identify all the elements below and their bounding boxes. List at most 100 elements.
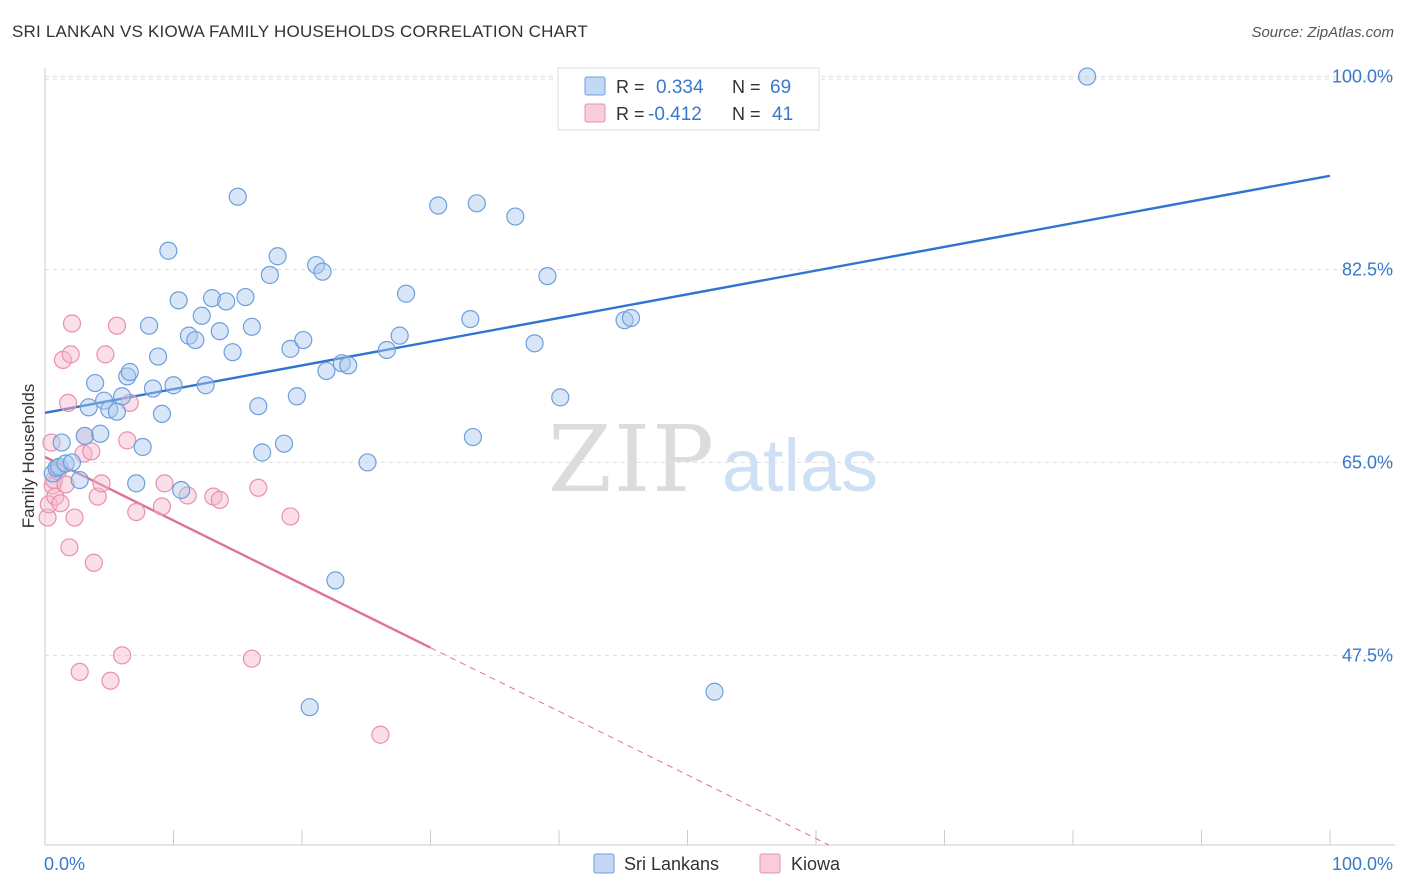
point-sri-lankans <box>294 330 313 350</box>
trendline-kiowa <box>44 455 432 649</box>
point-kiowa <box>281 507 300 526</box>
point-sri-lankans <box>95 391 114 410</box>
point-sri-lankans <box>79 398 98 417</box>
point-kiowa <box>56 475 75 494</box>
legend-n-value-sri-lankans: 69 <box>770 77 791 98</box>
point-sri-lankans <box>551 388 570 407</box>
watermark-atlas: atlas <box>722 424 878 507</box>
point-sri-lankans <box>377 340 396 360</box>
point-sri-lankans <box>70 470 89 490</box>
point-sri-lankans <box>107 402 127 421</box>
point-kiowa <box>51 494 70 513</box>
point-sri-lankans <box>242 317 261 336</box>
point-sri-lankans <box>169 291 188 310</box>
point-kiowa <box>61 345 80 364</box>
point-sri-lankans <box>223 343 242 362</box>
point-sri-lankans <box>705 682 724 701</box>
point-kiowa <box>42 433 61 452</box>
series-legend-label-sri-lankans: Sri Lankans <box>624 854 719 874</box>
point-sri-lankans <box>56 454 75 473</box>
point-sri-lankans <box>202 289 222 308</box>
x-tick-label-max: 100.0% <box>1332 854 1393 874</box>
point-kiowa <box>118 431 137 450</box>
point-kiowa <box>65 508 84 527</box>
point-sri-lankans <box>52 433 71 452</box>
point-sri-lankans <box>313 262 332 281</box>
point-sri-lankans <box>260 265 279 285</box>
chart-title: SRI LANKAN VS KIOWA FAMILY HOUSEHOLDS CO… <box>12 22 588 41</box>
point-sri-lankans <box>120 362 139 382</box>
point-kiowa <box>84 553 103 572</box>
point-sri-lankans <box>186 330 205 350</box>
point-sri-lankans <box>236 287 255 307</box>
legend-n-label-kiowa: N = <box>732 104 761 124</box>
point-sri-lankans <box>192 306 211 325</box>
point-sri-lankans <box>287 387 306 406</box>
point-sri-lankans <box>268 247 287 266</box>
point-kiowa <box>249 478 268 497</box>
point-sri-lankans <box>1078 67 1097 86</box>
point-kiowa <box>59 393 78 412</box>
legend-r-value-sri-lankans: 0.334 <box>656 77 704 98</box>
point-sri-lankans <box>210 322 229 341</box>
point-kiowa <box>62 314 82 333</box>
legend-swatch-kiowa <box>584 103 606 123</box>
point-sri-lankans <box>91 424 110 443</box>
point-sri-lankans <box>621 308 641 328</box>
series-legend: Sri Lankans Kiowa <box>593 853 841 874</box>
point-sri-lankans <box>86 373 105 393</box>
point-sri-lankans <box>525 334 544 353</box>
point-sri-lankans <box>228 187 247 206</box>
point-sri-lankans <box>172 480 191 500</box>
point-kiowa <box>155 474 174 493</box>
x-tick-label-min: 0.0% <box>44 854 85 874</box>
point-kiowa <box>210 490 229 510</box>
zipatlas-watermark: ZIP atlas <box>548 406 878 513</box>
point-sri-lankans <box>467 194 486 213</box>
point-sri-lankans <box>463 427 483 447</box>
point-sri-lankans <box>317 361 336 381</box>
point-kiowa <box>82 442 101 461</box>
point-sri-lankans <box>274 434 294 453</box>
series-legend-swatch-kiowa <box>759 853 781 874</box>
y-axis-label: Family Households <box>19 384 38 529</box>
point-kiowa <box>127 502 146 522</box>
y-tick-label: 82.5% <box>1342 259 1393 279</box>
point-sri-lankans <box>300 698 319 717</box>
point-kiowa <box>70 662 89 682</box>
source-credit: Source: ZipAtlas.com <box>1251 24 1394 41</box>
series-legend-swatch-sri-lankans <box>593 853 615 874</box>
point-kiowa <box>112 646 132 665</box>
legend-r-value-kiowa: -0.412 <box>648 104 702 125</box>
point-sri-lankans <box>281 339 300 358</box>
point-sri-lankans <box>461 309 480 329</box>
series-legend-label-kiowa: Kiowa <box>791 854 841 874</box>
point-sri-lankans <box>143 379 163 398</box>
point-sri-lankans <box>133 437 152 457</box>
point-sri-lankans <box>164 376 183 395</box>
point-kiowa <box>92 474 111 493</box>
point-kiowa <box>107 316 127 335</box>
point-sri-lankans <box>139 316 159 335</box>
point-sri-lankans <box>152 404 172 424</box>
trendline-extension-kiowa <box>430 647 830 846</box>
point-kiowa <box>96 345 115 364</box>
legend-r-label-kiowa: R = <box>616 104 645 124</box>
point-sri-lankans <box>159 241 178 260</box>
point-sri-lankans <box>326 571 345 590</box>
point-sri-lankans <box>307 255 326 275</box>
point-sri-lankans <box>339 356 358 375</box>
legend-swatch-sri-lankans <box>584 76 606 96</box>
point-sri-lankans <box>506 207 525 226</box>
y-tick-label: 47.5% <box>1342 645 1393 665</box>
trendline-sri-lankans <box>44 174 1331 414</box>
y-tick-label: 100.0% <box>1332 67 1393 87</box>
point-sri-lankans <box>196 376 215 395</box>
point-sri-lankans <box>396 284 416 303</box>
watermark-zip: ZIP <box>548 406 716 513</box>
point-sri-lankans <box>429 196 448 215</box>
point-sri-lankans <box>62 453 82 472</box>
point-sri-lankans <box>112 387 132 406</box>
legend-n-value-kiowa: 41 <box>772 104 793 125</box>
